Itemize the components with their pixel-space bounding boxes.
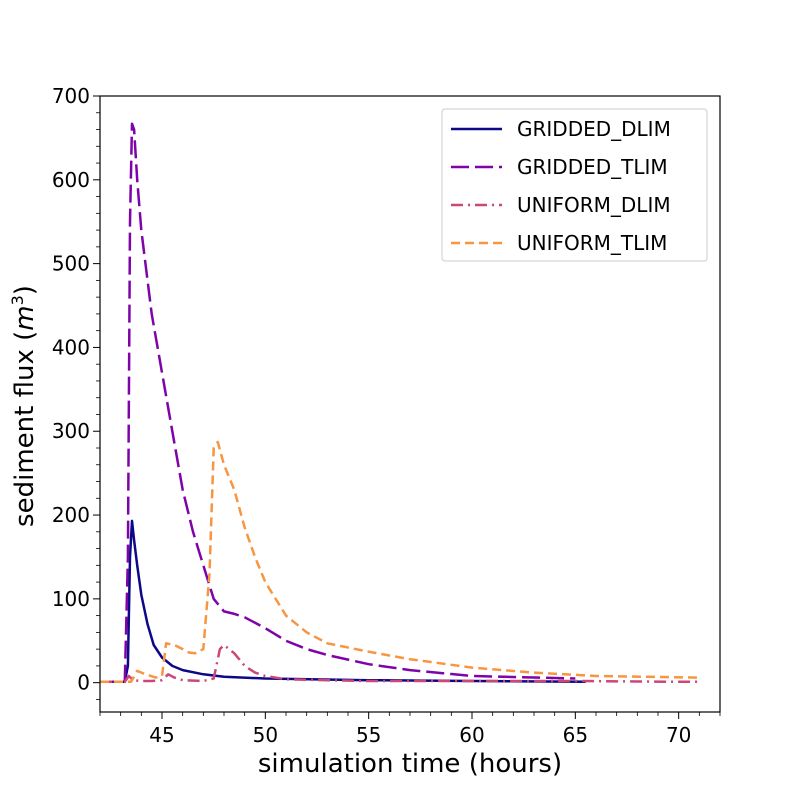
x-tick-label: 70	[666, 723, 691, 747]
x-tick-label: 65	[563, 723, 588, 747]
legend-entries: GRIDDED_DLIM GRIDDED_TLIM UNIFORM_DLIM UNIF…	[451, 117, 671, 255]
x-tick-label: 55	[356, 723, 381, 747]
y-tick-label: 200	[52, 503, 90, 527]
legend-label-uniform-dlim: UNIFORM_DLIM	[517, 193, 671, 217]
y-axis-label-text: sediment flux	[10, 349, 40, 527]
legend: GRIDDED_DLIM GRIDDED_TLIM UNIFORM_DLIM UNIF…	[441, 108, 708, 262]
y-tick-label: 500	[52, 252, 90, 276]
series-line-gridded-dlim	[100, 519, 586, 684]
y-axis-label-paren-close: )	[10, 285, 40, 295]
legend-box	[441, 108, 708, 262]
y-tick-label: 400	[52, 335, 90, 359]
legend-label-gridded-dlim: GRIDDED_DLIM	[517, 117, 671, 141]
y-tick-label: 100	[52, 587, 90, 611]
series-line-gridded-tlim	[100, 122, 576, 684]
y-axis-label-exponent: 3	[8, 295, 27, 305]
y-tick-label: 0	[77, 671, 90, 695]
legend-label-uniform-tlim: UNIFORM_TLIM	[517, 231, 667, 255]
y-axis-label: sediment flux (m3)	[8, 285, 40, 527]
series-line-uniform-dlim	[100, 643, 700, 684]
x-tick-label: 50	[253, 723, 278, 747]
y-tick-label: 600	[52, 168, 90, 192]
y-tick-label: 300	[52, 419, 90, 443]
y-axis-label-paren-open: (	[10, 331, 40, 349]
x-tick-label: 60	[459, 723, 484, 747]
y-axis-label-unit: m	[10, 305, 40, 330]
legend-label-gridded-tlim: GRIDDED_TLIM	[517, 155, 668, 179]
series-layer	[100, 122, 700, 684]
y-tick-label: 700	[52, 84, 90, 108]
series-line-uniform-tlim	[100, 440, 700, 684]
x-axis-label: simulation time (hours)	[258, 749, 562, 779]
x-tick-label: 45	[149, 723, 174, 747]
plot-frame	[99, 95, 721, 713]
